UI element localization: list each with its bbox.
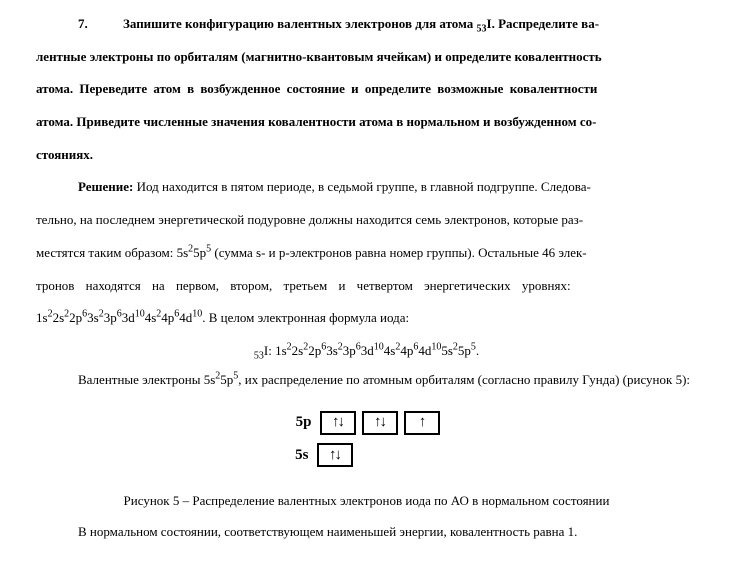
orbital-box-5p-0: ↑↓ — [320, 411, 356, 435]
solution-p1-l1: тельно, на последнем энергетической поду… — [36, 208, 697, 233]
figure-caption: Рисунок 5 – Распределение валентных элек… — [36, 489, 697, 514]
problem-line-3: атома. Приведите численные значения кова… — [36, 110, 697, 135]
solution-p1-l0: Иод находится в пятом периоде, в седьмой… — [137, 179, 591, 194]
orbital-label-5s: 5s — [285, 441, 309, 470]
solution-p1-l2: местятся таким образом: 5s25p5 (сумма s-… — [36, 241, 697, 266]
problem-line-2: атома. Переведите атом в возбужденное со… — [36, 77, 697, 102]
orbital-row-5p: 5p ↑↓ ↑↓ ↑ — [288, 408, 446, 437]
solution-paragraph-3: В нормальном состоянии, соответствующем … — [36, 520, 697, 545]
problem-line-1: лентные электроны по орбиталям (магнитно… — [36, 45, 697, 70]
full-electron-formula: 53I: 1s22s22p63s23p63d104s24p64d105s25p5… — [36, 339, 697, 364]
orbital-label-5p: 5p — [288, 408, 312, 437]
solution-p1-l3: тронов находятся на первом, втором, трет… — [36, 274, 697, 299]
solution-paragraph-2: Валентные электроны 5s25p5, их распредел… — [36, 368, 697, 393]
problem-number: 7. — [78, 12, 88, 37]
solution-label: Решение: — [78, 179, 133, 194]
solution-paragraph-1: Решение: Иод находится в пятом периоде, … — [36, 175, 697, 200]
orbital-box-5s-0: ↑↓ — [317, 443, 353, 467]
orbital-row-5s: 5s ↑↓ — [285, 441, 359, 470]
orbital-box-5p-2: ↑ — [404, 411, 440, 435]
solution-p1-l4: 1s22s22p63s23p63d104s24p64d10. В целом э… — [36, 306, 697, 331]
orbital-diagram: 5p ↑↓ ↑↓ ↑ 5s ↑↓ — [36, 408, 697, 473]
problem-statement: 7. Запишите конфигурацию валентных элект… — [36, 12, 697, 37]
problem-line-4: стояниях. — [36, 143, 697, 168]
orbital-box-5p-1: ↑↓ — [362, 411, 398, 435]
problem-line-0: Запишите конфигурацию валентных электрон… — [123, 16, 599, 31]
